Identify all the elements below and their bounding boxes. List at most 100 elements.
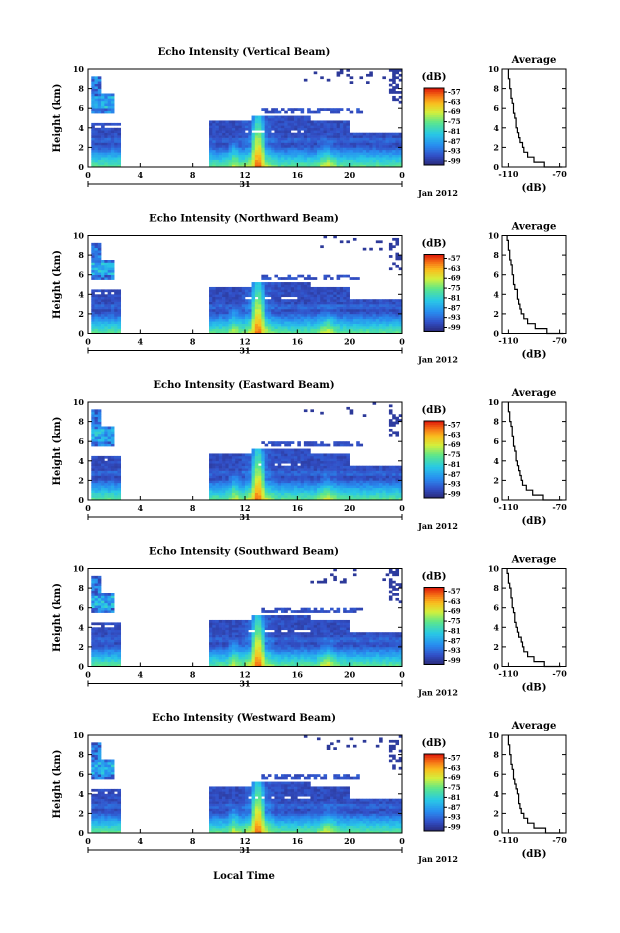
heatmap-cell (229, 160, 233, 163)
heatmap-cell (392, 302, 396, 305)
heatmap-cell (265, 485, 269, 488)
heatmap-cell (91, 267, 95, 270)
heatmap-cell (327, 275, 331, 278)
heatmap-cell (225, 120, 229, 123)
heatmap-cell (333, 468, 337, 471)
heatmap-cell (337, 287, 341, 290)
heatmap-cell (297, 292, 301, 295)
heatmap-cell (301, 160, 305, 163)
heatmap-cell (320, 294, 324, 297)
heatmap-cell (386, 147, 390, 150)
profile-y-tick-label: 8 (493, 250, 499, 260)
heatmap-cell (353, 473, 357, 476)
heatmap-cell (314, 130, 318, 133)
heatmap-cell (271, 473, 275, 476)
heatmap-cell (330, 123, 334, 126)
profile-line (507, 236, 563, 334)
heatmap-cell (392, 98, 396, 101)
heatmap-cell (114, 644, 118, 647)
heatmap-cell (288, 493, 292, 496)
heatmap-cell (340, 480, 344, 483)
heatmap-cell (95, 632, 99, 635)
heatmap-cell (274, 285, 278, 288)
heatmap-cell (343, 145, 347, 148)
heatmap-cell (219, 321, 223, 324)
heatmap-cell (245, 157, 249, 160)
heatmap-cell (248, 627, 252, 630)
heatmap-cell (108, 468, 112, 471)
heatmap-cell (284, 111, 288, 114)
heatmap-cell (284, 490, 288, 493)
heatmap-cell (91, 307, 95, 310)
heatmap-cell (238, 478, 242, 481)
heatmap-cell (281, 307, 285, 310)
heatmap-cell (330, 140, 334, 143)
heatmap-cell (343, 329, 347, 332)
colorbar-segment (424, 301, 444, 303)
heatmap-cell (268, 319, 272, 322)
heatmap-cell (95, 329, 99, 332)
heatmap-cell (317, 473, 321, 476)
colorbar-tick-label: -63 (448, 264, 461, 273)
heatmap-cell (395, 490, 399, 493)
heatmap-cell (350, 476, 354, 479)
heatmap-cell (291, 135, 295, 138)
heatmap-cell (219, 160, 223, 163)
heatmap-cell (389, 140, 393, 143)
heatmap-cell (307, 311, 311, 314)
heatmap-cell (255, 463, 259, 466)
heatmap-cell (216, 297, 220, 300)
heatmap-cell (324, 275, 328, 278)
heatmap-cell (98, 262, 102, 265)
heatmap-cell (242, 493, 246, 496)
heatmap-cell (297, 480, 301, 483)
heatmap-cell (291, 490, 295, 493)
heatmap-cell (216, 309, 220, 312)
heatmap-cell (248, 120, 252, 123)
heatmap-cell (248, 294, 252, 297)
heatmap-cell (114, 478, 118, 481)
heatmap-cell (343, 294, 347, 297)
heatmap-cell (288, 147, 292, 150)
heatmap-cell (324, 463, 328, 466)
heatmap-cell (379, 133, 383, 136)
heatmap-cell (95, 635, 99, 638)
heatmap-cell (261, 473, 265, 476)
heatmap-cell (219, 620, 223, 623)
heatmap-cell (297, 125, 301, 128)
heatmap-cell (117, 292, 121, 295)
heatmap-cell (333, 466, 337, 469)
heatmap-cell (359, 495, 363, 498)
heatmap-cell (304, 292, 308, 295)
heatmap-cell (258, 287, 262, 290)
heatmap-cell (101, 444, 105, 447)
heatmap-cell (320, 473, 324, 476)
heatmap-cell (340, 441, 344, 444)
heatmap-cell (209, 287, 213, 290)
heatmap-cell (111, 441, 115, 444)
heatmap-cell (229, 644, 233, 647)
heatmap-cell (242, 150, 246, 153)
heatmap-cell (382, 488, 386, 491)
colorbar-segment (424, 159, 444, 161)
heatmap-cell (376, 466, 380, 469)
heatmap-cell (310, 133, 314, 136)
profile-y-tick-label: 6 (493, 103, 499, 113)
heatmap-cell (327, 468, 331, 471)
heatmap-cell (91, 130, 95, 133)
heatmap-cell (284, 285, 288, 288)
heatmap-cell (333, 483, 337, 486)
heatmap-cell (238, 289, 242, 292)
heatmap-cell (382, 480, 386, 483)
colorbar-tick-label: -57 (448, 421, 461, 430)
heatmap-cell (258, 116, 262, 119)
heatmap-cell (307, 162, 311, 165)
heatmap-cell (229, 493, 233, 496)
heatmap-cell (288, 123, 292, 126)
heatmap-cell (235, 145, 239, 148)
heatmap-cell (307, 138, 311, 141)
heatmap-cell (225, 453, 229, 456)
heatmap-cell (320, 304, 324, 307)
heatmap-cell (324, 123, 328, 126)
heatmap-cell (108, 277, 112, 280)
